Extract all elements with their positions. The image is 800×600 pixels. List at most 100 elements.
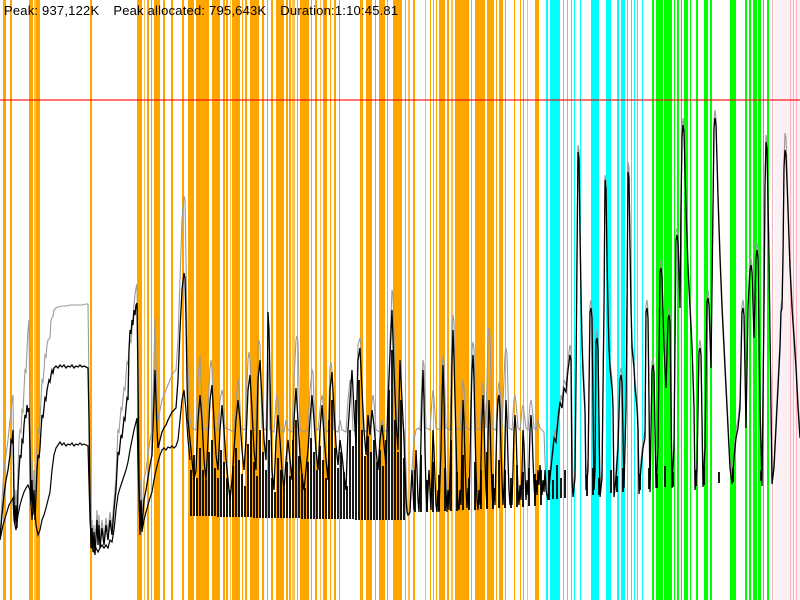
event-stripe (730, 0, 736, 600)
event-stripe (300, 0, 309, 600)
event-stripe (245, 0, 247, 600)
event-stripe (151, 0, 152, 600)
event-stripe (34, 0, 36, 600)
event-stripe (320, 0, 321, 600)
event-stripe (387, 0, 388, 600)
event-stripe (745, 0, 747, 600)
event-stripe (311, 0, 312, 600)
stats-header: Peak: 937,122K Peak allocated: 795,643K Du… (4, 3, 412, 18)
event-stripe (232, 0, 240, 600)
event-stripe (334, 0, 336, 600)
event-stripe (617, 0, 619, 600)
event-stripe (642, 0, 643, 600)
event-stripe (413, 0, 415, 600)
event-stripe (147, 0, 149, 600)
event-stripe (496, 0, 497, 600)
event-stripe (366, 0, 372, 600)
event-stripe (621, 0, 625, 600)
event-stripe (758, 0, 761, 600)
event-stripe (171, 0, 173, 600)
event-stripe (767, 0, 769, 600)
event-stripe (182, 0, 184, 600)
event-stripe (677, 0, 679, 600)
event-stripe (154, 0, 160, 600)
event-stripe (90, 0, 92, 600)
event-stripe (286, 0, 288, 600)
event-stripe (527, 0, 528, 600)
peak-allocated-stat: Peak allocated: 795,643K (113, 3, 267, 18)
event-stripe (226, 0, 228, 600)
event-stripe (315, 0, 317, 600)
event-stripe (360, 0, 363, 600)
event-stripe (499, 0, 503, 600)
event-stripe (535, 0, 539, 600)
event-stripe (546, 0, 548, 600)
event-stripe (475, 0, 485, 600)
event-stripe (710, 0, 712, 600)
alloc-trace-line (0, 117, 800, 556)
event-stripe (230, 0, 231, 600)
event-stripe (196, 0, 200, 600)
event-stripe (455, 0, 469, 600)
event-stripe (425, 0, 426, 600)
event-stripe (271, 0, 273, 600)
event-stripe (550, 0, 560, 600)
event-stripe (405, 0, 406, 600)
event-stripe (250, 0, 259, 600)
event-stripe (520, 0, 521, 600)
event-stripe (634, 0, 635, 600)
event-stripe (400, 0, 402, 600)
peak-stat: Peak: 937,122K (4, 3, 100, 18)
event-stripe (574, 0, 575, 600)
event-stripe (433, 0, 434, 600)
event-stripe (430, 0, 431, 600)
event-stripe (375, 0, 376, 600)
event-stripe (436, 0, 437, 600)
event-stripe (772, 0, 773, 600)
event-stripe (262, 0, 264, 600)
event-stripe (704, 0, 708, 600)
event-stripe (790, 0, 791, 600)
event-stripe (3, 0, 6, 600)
event-stripe (793, 0, 794, 600)
event-stripe (674, 0, 675, 600)
event-stripe (563, 0, 564, 600)
event-stripe (200, 0, 209, 600)
event-stripe (652, 0, 654, 600)
event-stripe (379, 0, 385, 600)
event-stripe (796, 0, 797, 600)
event-stripe (297, 0, 298, 600)
event-stripe (289, 0, 291, 600)
event-stripe (29, 0, 33, 600)
event-stripe (323, 0, 327, 600)
event-stripe (681, 0, 682, 600)
event-stripe (393, 0, 400, 600)
event-stripe (439, 0, 445, 600)
event-stripe (242, 0, 243, 600)
alloc-trace (0, 117, 800, 556)
event-stripe (276, 0, 284, 600)
event-stripe (223, 0, 225, 600)
event-stripe (571, 0, 572, 600)
event-stripe (36, 0, 40, 600)
event-stripe (10, 0, 12, 600)
event-stripe (447, 0, 449, 600)
event-stripe (144, 0, 145, 600)
event-stripe (591, 0, 599, 600)
event-stripe (137, 0, 142, 600)
event-stripe (505, 0, 506, 600)
event-stripe (330, 0, 331, 600)
event-stripe (188, 0, 194, 600)
event-stripe (523, 0, 524, 600)
event-stripe (471, 0, 472, 600)
event-stripe (749, 0, 751, 600)
peak-threshold-line (0, 99, 800, 101)
event-stripe (451, 0, 453, 600)
duration-stat: Duration:1:10:45.81 (280, 3, 399, 18)
event-stripe (684, 0, 688, 600)
event-stripe (292, 0, 295, 600)
event-stripe (339, 0, 340, 600)
event-stripe (514, 0, 515, 600)
